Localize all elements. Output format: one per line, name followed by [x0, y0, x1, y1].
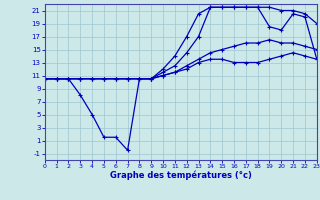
X-axis label: Graphe des températures (°c): Graphe des températures (°c) [110, 171, 252, 180]
